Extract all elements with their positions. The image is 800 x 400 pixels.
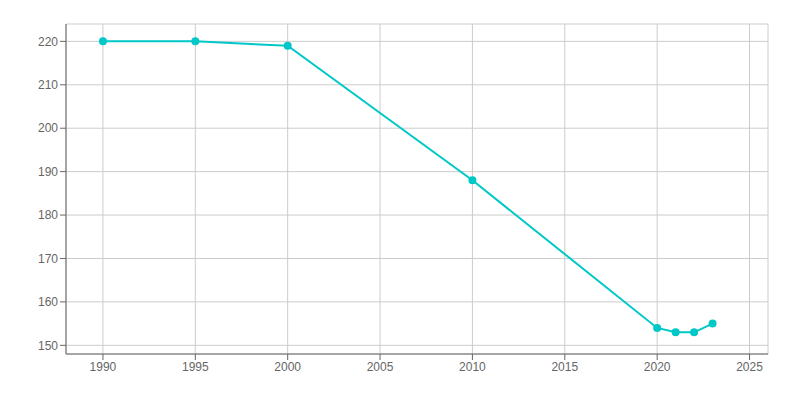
svg-text:220: 220 [38, 35, 58, 49]
svg-text:2005: 2005 [367, 360, 394, 374]
svg-text:2020: 2020 [644, 360, 671, 374]
svg-text:2000: 2000 [274, 360, 301, 374]
svg-text:150: 150 [38, 339, 58, 353]
svg-text:210: 210 [38, 78, 58, 92]
svg-text:2015: 2015 [551, 360, 578, 374]
svg-text:170: 170 [38, 252, 58, 266]
svg-text:200: 200 [38, 121, 58, 135]
svg-text:1995: 1995 [182, 360, 209, 374]
svg-text:190: 190 [38, 165, 58, 179]
svg-text:160: 160 [38, 295, 58, 309]
svg-text:2025: 2025 [736, 360, 763, 374]
svg-text:180: 180 [38, 208, 58, 222]
svg-text:1990: 1990 [90, 360, 117, 374]
svg-text:2010: 2010 [459, 360, 486, 374]
